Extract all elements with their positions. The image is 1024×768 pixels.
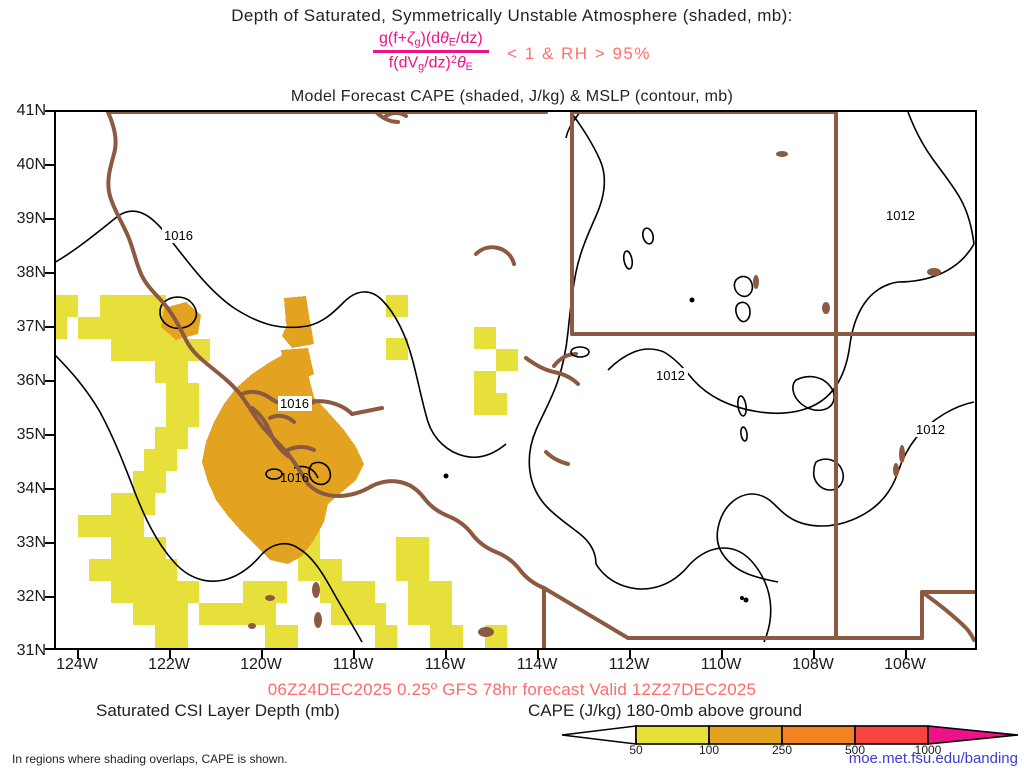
colorbar-tick-mark (709, 739, 710, 744)
page-subtitle: Model Forecast CAPE (shaded, J/kg) & MSL… (290, 88, 734, 105)
colorbar-tick-mark (636, 739, 637, 744)
x-tick-label: 106W (884, 656, 926, 673)
y-tick-mark (45, 596, 54, 598)
y-tick-label: 33N (16, 534, 46, 551)
map-canvas: 1016 1016 1016 1012 1012 1012 (56, 112, 975, 648)
x-tick-label: 112W (608, 656, 650, 673)
x-tick-mark (445, 650, 447, 659)
x-tick-label: 118W (332, 656, 374, 673)
x-tick-label: 124W (56, 656, 98, 673)
y-tick-label: 37N (16, 318, 46, 335)
colorbar-tick-mark (855, 739, 856, 744)
colorbar-tick-label: 50 (629, 743, 643, 757)
page-title: Depth of Saturated, Symmetrically Unstab… (231, 6, 793, 25)
dots-layer (443, 297, 749, 603)
y-tick-mark (45, 434, 54, 436)
cape-colorbar[interactable] (560, 724, 1020, 746)
small-lakes-layer (265, 227, 748, 480)
y-tick-label: 41N (16, 102, 46, 119)
x-tick-mark (353, 650, 355, 659)
x-tick-mark (169, 650, 171, 659)
x-tick-mark (77, 650, 79, 659)
x-tick-mark (721, 650, 723, 659)
y-tick-label: 38N (16, 264, 46, 281)
y-tick-label: 36N (16, 372, 46, 389)
x-tick-label: 122W (148, 656, 190, 673)
x-tick-mark (261, 650, 263, 659)
state-borders-layer (106, 112, 975, 648)
cape-label: CAPE (J/kg) 180-0mb above ground (528, 701, 803, 720)
y-tick-mark (45, 542, 54, 544)
y-tick-label: 31N (16, 642, 46, 659)
formula-condition: < 1 & RH > 95% (507, 44, 651, 64)
y-tick-label: 39N (16, 210, 46, 227)
colorbar-tick-label: 100 (698, 743, 720, 757)
csi-criterion-formula: g(f+ζg)(dθE/dz) f(dVg/dz)2θE < 1 & RH > … (0, 30, 1024, 73)
x-tick-mark (905, 650, 907, 659)
y-tick-mark (45, 110, 54, 112)
overlap-note: In regions where shading overlaps, CAPE … (12, 752, 288, 766)
forecast-map[interactable]: 1016 1016 1016 1012 1012 1012 (54, 110, 977, 650)
contour-label-1012-c: 1012 (916, 422, 945, 437)
x-tick-label: 108W (792, 656, 834, 673)
y-tick-mark (45, 488, 54, 490)
contour-label-1016-b: 1016 (280, 396, 309, 411)
contour-label-1016-a: 1016 (164, 228, 193, 243)
x-tick-label: 116W (424, 656, 466, 673)
mslp-contour-layer (56, 112, 975, 643)
colorbar-tick-label: 500 (844, 743, 866, 757)
y-tick-mark (45, 380, 54, 382)
y-tick-mark (45, 326, 54, 328)
contour-label-1012-a: 1012 (886, 208, 915, 223)
colorbar-tick-mark (928, 739, 929, 744)
x-tick-mark (813, 650, 815, 659)
contour-label-1012-b: 1012 (656, 368, 685, 383)
y-tick-label: 32N (16, 588, 46, 605)
colorbar-ticks: 50 100 250 500 1000 (560, 739, 1020, 757)
x-tick-label: 114W (516, 656, 558, 673)
formula-fraction: g(f+ζg)(dθE/dz) f(dVg/dz)2θE (373, 30, 489, 73)
colorbar-tick-label: 1000 (914, 743, 942, 757)
y-tick-label: 34N (16, 480, 46, 497)
x-tick-mark (537, 650, 539, 659)
x-tick-label: 120W (240, 656, 282, 673)
csi-depth-label: Saturated CSI Layer Depth (mb) (96, 701, 340, 720)
formula-numerator: g(f+ζg)(dθE/dz) (379, 30, 483, 49)
rivers-lakes-layer (248, 151, 941, 637)
colorbar-tick-label: 250 (771, 743, 793, 757)
contour-label-1016-c: 1016 (280, 470, 309, 485)
y-tick-mark (45, 218, 54, 220)
contour-labels-layer: 1016 1016 1016 1012 1012 1012 (162, 208, 948, 485)
y-tick-label: 35N (16, 426, 46, 443)
y-tick-mark (45, 648, 54, 650)
y-tick-mark (45, 272, 54, 274)
colorbar-tick-mark (782, 739, 783, 744)
forecast-info: 06Z24DEC2025 0.25º GFS 78hr forecast Val… (267, 680, 757, 699)
source-url-link[interactable]: moe.met.fsu.edu/banding (848, 750, 1018, 767)
y-tick-mark (45, 164, 54, 166)
formula-denominator: f(dVg/dz)2θE (373, 49, 489, 73)
x-tick-mark (629, 650, 631, 659)
y-tick-label: 40N (16, 156, 46, 173)
x-tick-label: 110W (700, 656, 742, 673)
